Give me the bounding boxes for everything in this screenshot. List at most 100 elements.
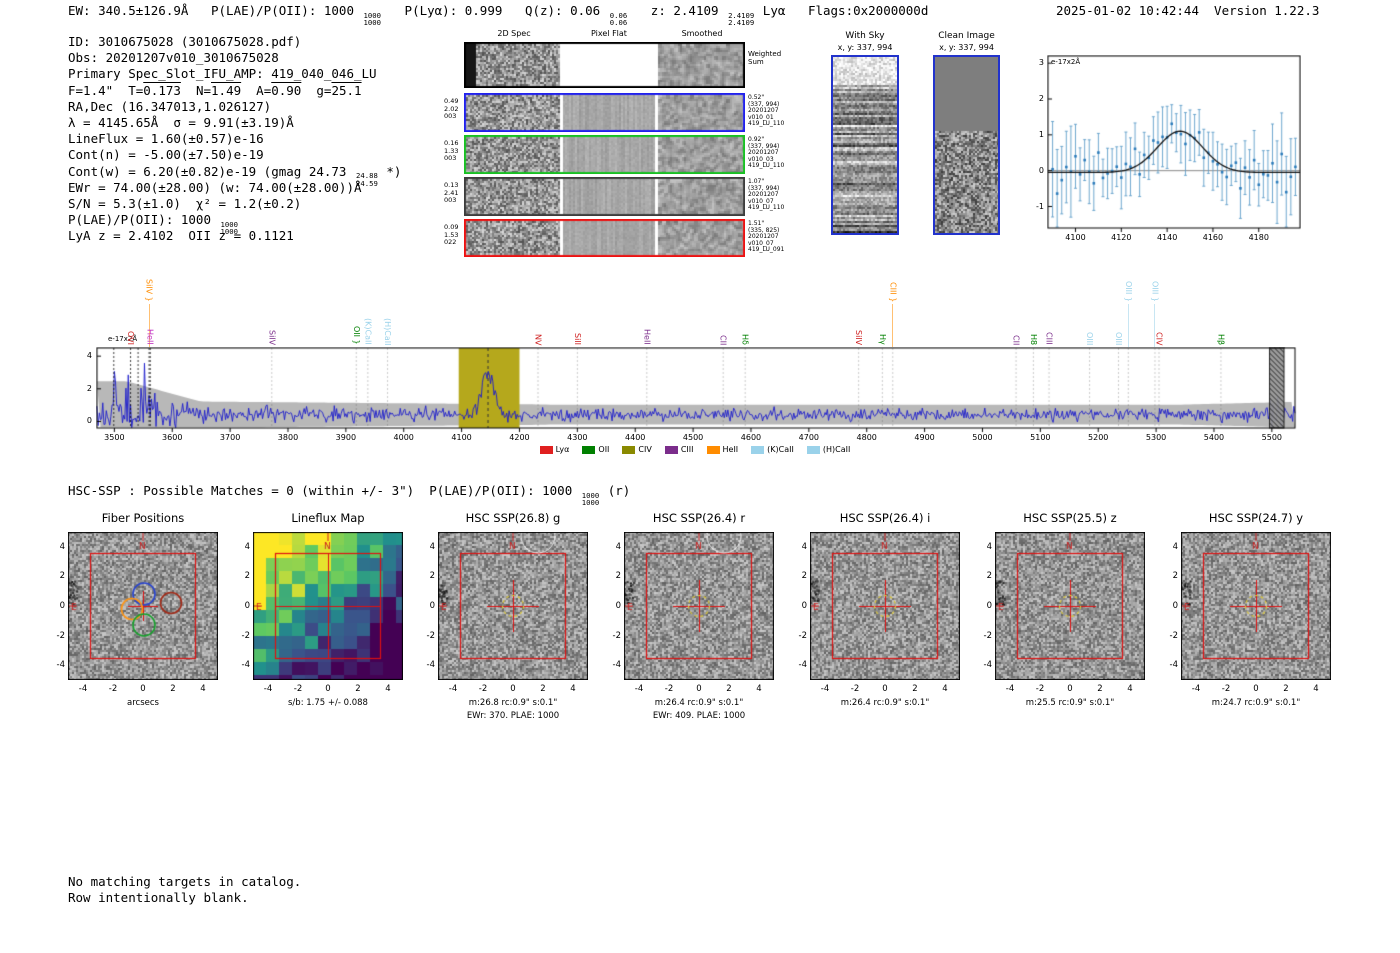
cutout-y-tick-label: 0 (986, 601, 992, 611)
cutout-xlabel: m:26.4 rc:0.9" s:0.1" (654, 698, 744, 708)
text-segment: LyA z = 2.4102 OII z = 0.1121 (68, 228, 294, 244)
cutout-image-img (995, 532, 1145, 680)
spec2d-row-image (464, 219, 745, 257)
cutout-xlabel: m:26.4 rc:0.9" s:0.1" (840, 698, 930, 708)
cutout-title: HSC SSP(24.7) y (1208, 511, 1304, 525)
emission-line-label: H8 (1028, 333, 1038, 345)
text-segment: EWr = 74.00(±28.00) (w: 74.00(±28.00))Å (68, 179, 362, 195)
legend-item: (H)CaII (806, 445, 850, 454)
cutout-y-tick-label: 0 (1172, 601, 1178, 611)
spec2d-col-header-2dspec: 2D Spec (497, 29, 531, 38)
text-segment: Lyα Flags:0x2000000d (755, 3, 929, 18)
spectrum-x-tick-label: 4700 (798, 433, 820, 442)
cutout-x-tick-label: 0 (140, 684, 146, 694)
text-segment: *) (378, 163, 402, 179)
weighted-sum-label-line1: Weighted (748, 50, 782, 58)
cutout-x-tick-label: 4 (385, 684, 391, 694)
cutout-x-tick-label: -2 (478, 684, 488, 694)
clean-title: Clean Image (938, 31, 995, 41)
legend-swatch (622, 445, 636, 454)
spec2d-row-meta: 1.07" (337, 994) 20201207 v010_07 419_LU_110 (748, 178, 785, 212)
text-segment: z: 2.4109 (628, 3, 727, 18)
emission-line-label: Hγ (877, 334, 887, 345)
spectrum-y-tick-label: 4 (86, 351, 92, 361)
cutout-xlabel: arcsecs (127, 698, 159, 708)
spectrum-x-tick-label: 4300 (567, 433, 588, 442)
cutout-y-tick-label: -4 (241, 660, 250, 671)
cutout-y-tick-label: -2 (1169, 630, 1178, 641)
spec2d-row-stats: 0.16 1.33 003 (444, 139, 459, 162)
stacked-fraction: 1000 1000 (581, 490, 600, 508)
info-line: Cont(w) = 6.20(±0.82)e-19 (gmag 24.73 24… (68, 163, 402, 187)
cutout-x-tick-label: 4 (756, 684, 762, 694)
text-segment: S/N = 5.3(±1.0) χ² = 1.2(±0.2) (68, 195, 302, 211)
cutout-image-lineflux (253, 532, 403, 680)
spec2d-row-image (464, 42, 745, 88)
cutout-xlabel: s/b: 1.75 +/- 0.088 (288, 698, 368, 708)
detection-info-block: ID: 3010675028 (3010675028.pdf) Obs: 2020… (68, 34, 401, 244)
info-line: S/N = 5.3(±1.0) χ² = 1.2(±0.2) (68, 196, 401, 212)
cutout-x-tick-label: 2 (540, 684, 546, 694)
fitchart-x-tick-label: 4100 (1065, 233, 1086, 242)
emission-line-label: SiIV (267, 329, 277, 345)
info-line: Cont(n) = -5.00(±7.50)e-19 (68, 147, 401, 163)
cutout-x-tick-label: 0 (325, 684, 331, 694)
withsky-title: With Sky (845, 31, 885, 41)
legend-item: HeII (706, 445, 738, 454)
cutout-x-tick-label: 0 (696, 684, 702, 694)
spectrum-ylabel: e-17x2Å (108, 335, 138, 343)
fitchart-y-tick-label: 2 (1038, 94, 1044, 103)
cutout-x-tick-label: 2 (1283, 684, 1289, 694)
cutout-y-tick-label: 2 (1172, 571, 1178, 582)
text-segment: 0.173 (143, 82, 181, 98)
stacked-fraction: 1000 1000 (363, 10, 381, 28)
spec2d-row-meta: 0.52" (337, 994) 20201207 v010_01 419_LU_110 (748, 94, 785, 128)
cutout-x-tick-label: -4 (78, 684, 88, 694)
fitchart-y-tick-label: 3 (1038, 58, 1044, 68)
cutout-x-tick-label: 0 (1067, 684, 1073, 694)
emission-line-label: HeII (642, 329, 652, 345)
fitchart-x-tick-label: 4120 (1111, 233, 1132, 242)
emission-line-label: CIII (1044, 332, 1054, 345)
cutout-title: HSC SSP(26.8) g (465, 511, 561, 525)
stacked-fraction: 24.88 24.59 (355, 171, 378, 188)
emission-line-label: OIII } (1150, 280, 1160, 302)
cutout-y-tick-label: 2 (986, 571, 992, 582)
cutout-y-tick-label: 2 (615, 571, 621, 582)
legend-swatch (706, 445, 720, 454)
cutout-image-fiber (68, 532, 218, 680)
cutout-xlabel: m:24.7 rc:0.9" s:0.1" (1211, 698, 1301, 708)
timestamp-version: 2025-01-02 10:42:44 Version 1.22.3 (1056, 3, 1320, 18)
cutout-title: HSC SSP(25.5) z (1023, 511, 1117, 525)
cutout-y-tick-label: -2 (241, 630, 250, 641)
stacked-fraction: 2.4109 2.4109 (728, 10, 755, 28)
emission-line-connector (1154, 304, 1156, 347)
cutout-y-tick-label: 4 (1172, 541, 1178, 552)
legend-swatch (539, 445, 553, 454)
legend-label: Lyα (555, 445, 570, 454)
cutout-y-tick-label: -2 (426, 630, 435, 641)
spectrum-y-tick-label: 2 (86, 383, 92, 393)
spectrum-x-tick-label: 4100 (451, 433, 472, 442)
cutout-x-tick-label: 0 (510, 684, 516, 694)
legend-item: CIII (664, 445, 694, 454)
cutout-x-tick-label: -4 (448, 684, 458, 694)
legend-label: (K)CaII (767, 445, 794, 454)
cutout-y-tick-label: -4 (612, 660, 621, 671)
cutout-x-tick-label: -4 (1005, 684, 1015, 694)
spectrum-x-tick-label: 5300 (1145, 433, 1167, 442)
info-line: F=1.4" T=0.173 N=1.49 A=0.90 g=25.1 (68, 83, 401, 99)
info-line: Obs: 20201207v010_3010675028 (68, 50, 401, 66)
emission-line-label: CIII } (888, 281, 898, 302)
info-line: LyA z = 2.4102 OII z = 0.1121 (68, 228, 401, 244)
cutout-y-tick-label: 4 (801, 541, 807, 552)
stacked-fraction: 0.06 0.06 (609, 10, 628, 28)
footer-note-2: Row intentionally blank. (68, 890, 249, 905)
spectrum-x-tick-label: 5400 (1203, 433, 1225, 442)
fitchart-y-tick-label: -1 (1036, 201, 1044, 211)
spectrum-y-tick-label: 0 (86, 416, 92, 426)
spectrum-x-tick-label: 3700 (219, 433, 241, 442)
cutout-x-tick-label: 2 (355, 684, 361, 694)
cutout-x-tick-label: -2 (1035, 684, 1045, 694)
emission-line-label: SiIV (854, 329, 864, 345)
